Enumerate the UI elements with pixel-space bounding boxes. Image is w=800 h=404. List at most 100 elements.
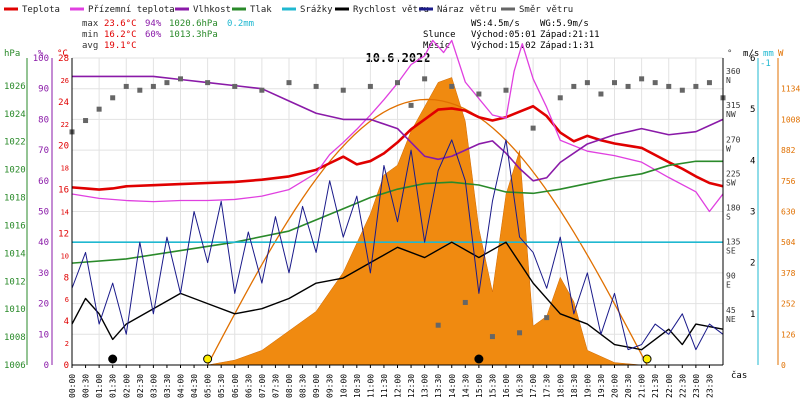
x-tick-label: 15:30 [488,374,497,398]
x-tick-label: 04:00 [177,374,186,398]
y-tick-temp-minor: 14 [61,209,69,217]
y-tick-temp: 4 [64,317,69,327]
x-tick-label: 17:30 [543,374,552,398]
wind-direction-point [489,334,495,340]
y-tick-hpa: 1006 [4,361,26,371]
x-tick-label: 05:00 [204,374,213,398]
x-tick-label: 18:30 [570,374,579,398]
x-tick-label: 02:30 [136,374,145,398]
x-tick-label: 15:00 [475,374,484,398]
y-tick-w: 0 [781,361,786,370]
legend-label-rychlost-vetru: Rychlost větru [353,5,429,15]
unit-degc: °C [57,49,68,59]
wind-direction-point [666,83,672,89]
wind-direction-point [557,95,563,101]
wind-direction-point [476,91,482,97]
y-tick-hpa: 1010 [4,305,26,315]
x-tick-label: 21:30 [651,374,660,398]
series-line-rychlost-vetru [71,241,724,351]
sunset-marker [642,354,652,364]
y-tick-w: 252 [781,300,796,309]
stat-sun-label: Slunce [423,30,456,40]
y-tick-pct: 70 [38,146,49,156]
wind-direction-point [422,76,428,82]
wind-direction-point [530,125,536,131]
stat-moonset: Západ:1:31 [540,41,594,51]
x-tick-label: 23:30 [705,374,714,398]
y-tick-direction-name: SW [726,178,736,187]
x-tick-label: 22:00 [665,374,674,398]
y-tick-direction-name: W [726,144,731,153]
y-tick-ms: 1 [750,310,755,320]
x-tick-label: 10:00 [339,374,348,398]
stat-min-hum: 60% [145,30,162,40]
y-tick-hpa: 1012 [4,277,26,287]
wind-direction-point [693,83,699,89]
wind-direction-point [625,83,631,89]
wind-direction-point [395,80,400,86]
series-line-teplota [71,104,724,191]
wind-direction-point [706,80,712,86]
x-tick-label: 14:30 [461,374,470,398]
wind-direction-point [96,106,102,112]
x-tick-label: 18:00 [556,374,565,398]
legend-label-tlak: Tlak [250,5,272,15]
y-tick-temp: 0 [64,361,69,371]
y-tick-pct: 60 [38,177,49,187]
wind-direction-point [598,91,604,97]
stat-avg-temp: 19.1°C [104,41,137,51]
y-tick-ms: 6 [750,54,755,64]
wind-direction-point [462,299,468,305]
stat-moonrise: Východ:15:02 [471,41,536,51]
y-tick-temp-minor: 18 [61,165,69,173]
y-tick-pct: 30 [38,269,49,279]
wind-direction-point [205,80,211,86]
legend-label-teplota: Teplota [22,5,60,15]
wind-direction-point [340,87,346,93]
wind-direction-point [232,83,238,89]
x-tick-label: 08:00 [285,374,294,398]
x-tick-label: 08:30 [299,374,308,398]
legend-label-srazky: Srážky [300,5,333,15]
stat-min-label: min [82,30,98,40]
wind-direction-point [612,80,617,86]
y-tick-w: 1008 [781,115,800,124]
wind-direction-point [150,83,156,89]
x-tick-label: 03:30 [163,374,172,398]
y-tick-direction-degrees: 315 [726,101,741,110]
stat-avg-label: avg [82,41,98,51]
series-line-tlak [71,160,723,264]
y-tick-hpa: 1024 [4,110,26,120]
wind-direction-point [178,76,183,82]
stats-block: max 23.6°C 94% 1020.6hPa 0.2mm min 16.2°… [82,19,600,51]
y-tick-direction-name: N [726,76,731,85]
x-tick-label: 01:30 [109,374,118,398]
unit-hpa: hPa [4,49,20,59]
x-tick-label: 05:30 [217,374,226,398]
y-tick-pct: 0 [44,361,49,371]
y-tick-temp: 24 [58,98,69,108]
x-tick-label: 13:30 [434,374,443,398]
moonset-marker [108,354,118,364]
wind-direction-point [110,95,116,101]
wind-direction-point [137,87,143,93]
wind-direction-point [517,330,523,336]
y-tick-temp-minor: 2 [65,340,69,348]
y-tick-w: 882 [781,146,796,155]
y-tick-pct: 40 [38,238,49,248]
stat-wg: WG:5.9m/s [540,19,589,29]
y-tick-w: 378 [781,269,796,278]
y-tick-ms: 4 [750,156,755,166]
y-tick-direction-degrees: 225 [726,169,741,178]
y-tick-direction-name: NW [726,110,736,119]
y-tick-temp: 28 [58,54,69,64]
x-tick-label: 07:00 [258,374,267,398]
y-tick-hpa: 1018 [4,194,26,204]
y-tick-direction-name: S [726,213,731,222]
wind-direction-point [652,80,658,86]
y-tick-hpa: 1014 [4,249,26,259]
y-tick-temp: 12 [58,229,69,239]
x-tick-label: 17:00 [529,374,538,398]
unit-ms: m/s [743,49,759,59]
x-tick-label: 09:00 [312,374,321,398]
